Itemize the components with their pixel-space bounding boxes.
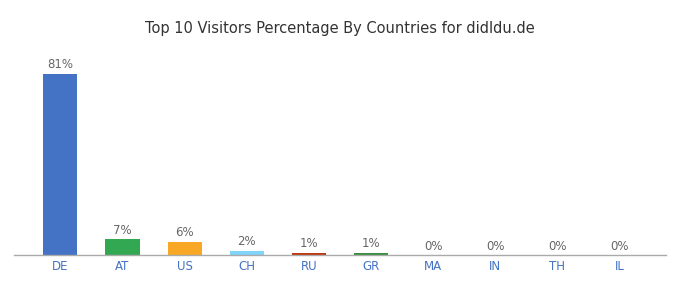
Bar (44, 74, 78, 255)
Text: 1%: 1% (300, 237, 318, 250)
Text: 81%: 81% (48, 58, 73, 71)
Text: 0%: 0% (611, 240, 629, 253)
Text: Top 10 Visitors Percentage By Countries for didldu.de: Top 10 Visitors Percentage By Countries … (145, 21, 535, 36)
Bar (292, 253, 326, 255)
Bar (230, 250, 264, 255)
Text: 7%: 7% (113, 224, 132, 237)
Text: 6%: 6% (175, 226, 194, 239)
Text: 0%: 0% (486, 240, 505, 253)
Text: 1%: 1% (362, 237, 380, 250)
Text: 0%: 0% (548, 240, 566, 253)
Text: 2%: 2% (237, 235, 256, 248)
Bar (167, 242, 202, 255)
Bar (105, 239, 139, 255)
Text: 0%: 0% (424, 240, 443, 253)
Bar (354, 253, 388, 255)
